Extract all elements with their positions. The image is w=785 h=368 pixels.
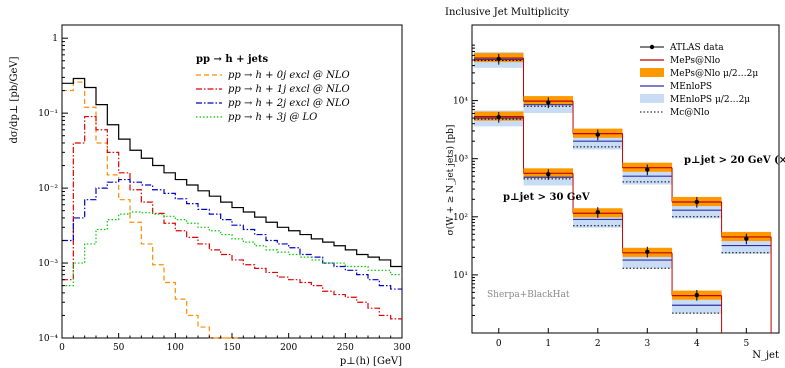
left-y-tick-label: 10⁻²: [38, 184, 58, 194]
left-series-group: [62, 77, 402, 339]
atlas-point: [645, 249, 650, 254]
right-legend-label: Mc@Nlo: [670, 108, 709, 118]
legend-swatch-atlas-dot: [649, 44, 655, 50]
left-series-line: [62, 115, 402, 320]
left-axes: 0 50 100 150 200 250 300 10⁻⁴ 10⁻³ 10⁻² 10⁻¹ 1: [38, 34, 411, 353]
left-y-tick-label: 10⁻³: [38, 259, 58, 269]
left-x-tick-label: 200: [280, 343, 297, 353]
left-x-axis-label: p⊥(h) [GeV]: [340, 356, 402, 367]
left-series-line: [62, 81, 238, 339]
left-y-tick-label: 10⁻¹: [38, 109, 58, 119]
atlas-point: [595, 132, 600, 137]
right-legend-label: MePs@Nlo: [670, 56, 720, 66]
left-legend-label: pp → h + 0j excl @ NLO: [228, 70, 350, 81]
atlas-point: [744, 236, 749, 241]
annotation-30gev: p⊥jet > 30 GeV: [503, 192, 590, 203]
right-x-tick-label: 5: [743, 339, 749, 349]
left-series-line: [62, 77, 402, 268]
left-legend-label: pp → h + 2j excl @ NLO: [228, 98, 350, 109]
right-x-tick-label: 1: [545, 339, 551, 349]
left-x-tick-label: 0: [59, 343, 65, 353]
right-x-tick-label: 2: [595, 339, 601, 349]
left-y-axis-label: dσ/dp⊥ [pb/GeV]: [9, 56, 20, 143]
left-series-line: [62, 211, 402, 287]
legend-swatch-menlops-band: [640, 94, 664, 103]
atlas-point: [546, 172, 551, 177]
right-series-group: [474, 51, 772, 333]
right-legend: ATLAS data MePs@Nlo MePs@Nlo μ/2…2μ MEnloPS…: [640, 43, 758, 118]
atlas-point: [694, 199, 700, 205]
atlas-point: [595, 209, 600, 215]
right-chart-title: Inclusive Jet Multiplicity: [445, 7, 570, 18]
atlas-point: [546, 100, 551, 105]
atlas-point: [645, 167, 650, 172]
right-y-axis-label: σ(W + ≥ N_jet jets) [pb]: [445, 125, 456, 236]
right-legend-label: MEnloPS: [670, 82, 712, 92]
right-legend-label: MEnloPS μ/2…2μ: [670, 95, 750, 105]
right-legend-label: MePs@Nlo μ/2…2μ: [670, 69, 758, 79]
right-plot-frame: [471, 24, 780, 334]
left-series-line: [62, 178, 402, 290]
annotation-20gev: p⊥jet > 20 GeV (×10): [684, 155, 785, 166]
left-x-tick-label: 100: [167, 343, 184, 353]
right-axes: 0 1 2 3 4 5 10¹ 10² 10³ 10⁴: [453, 24, 749, 349]
left-x-tick-label: 50: [113, 343, 125, 353]
left-x-tick-label: 250: [337, 343, 354, 353]
atlas-point: [694, 292, 700, 298]
left-y-tick-label: 1: [52, 34, 58, 44]
annotation-generator: Sherpa+BlackHat: [487, 290, 570, 300]
atlas-point: [496, 114, 501, 120]
left-y-tick-label: 10⁻⁴: [38, 334, 58, 344]
right-y-tick-label: 10¹: [453, 271, 468, 281]
right-legend-label: ATLAS data: [669, 43, 724, 53]
left-legend-label: pp → h + 1j excl @ NLO: [228, 84, 350, 95]
right-x-axis-label: N_jet: [752, 350, 779, 361]
left-chart: 0 50 100 150 200 250 300 10⁻⁴ 10⁻³ 10⁻² 10⁻¹ 1 dσ/d…: [9, 24, 411, 367]
legend-swatch-meps-band: [640, 68, 664, 77]
right-y-tick-label: 10²: [453, 213, 468, 223]
left-x-tick-label: 300: [393, 343, 410, 353]
right-y-tick-label: 10³: [453, 155, 468, 165]
left-legend-title: pp → h + jets: [196, 54, 269, 65]
left-legend-label: pp → h + 3j @ LO: [228, 112, 317, 123]
right-x-tick-label: 0: [496, 339, 502, 349]
left-x-tick-label: 150: [223, 343, 240, 353]
right-chart: Inclusive Jet Multiplicity 0 1 2 3 4 5 10¹ 10² 1…: [445, 7, 785, 361]
right-x-tick-label: 4: [694, 339, 700, 349]
right-x-tick-label: 3: [644, 339, 650, 349]
right-y-tick-label: 10⁴: [453, 97, 468, 107]
atlas-point: [496, 56, 501, 62]
left-legend: pp → h + jets pp → h + 0j excl @ NLO pp →…: [196, 54, 350, 123]
